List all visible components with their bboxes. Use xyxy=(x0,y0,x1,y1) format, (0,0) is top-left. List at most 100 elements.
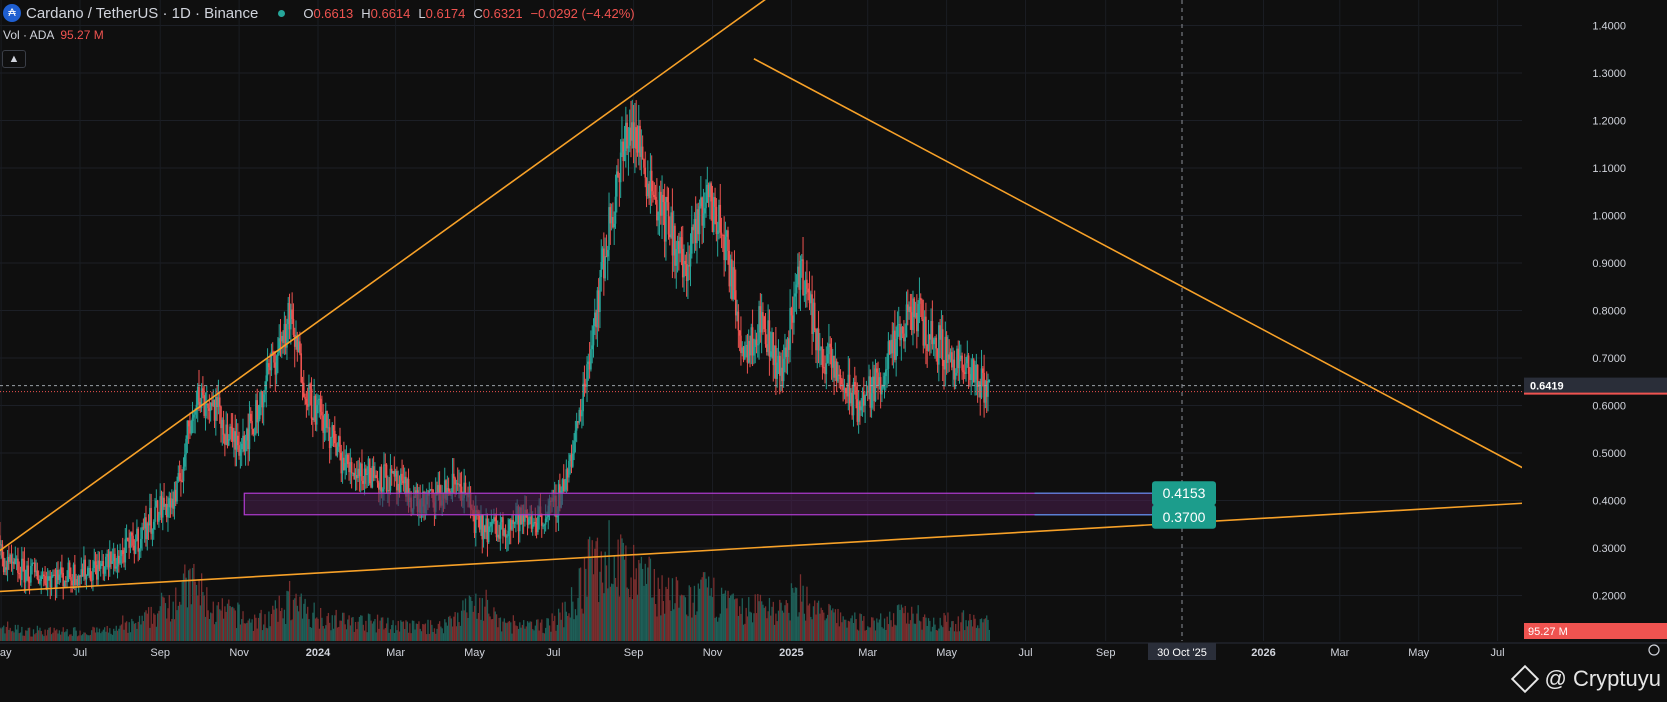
volume-bar xyxy=(810,616,812,641)
candle-body xyxy=(208,408,211,411)
candle-body xyxy=(30,566,32,583)
volume-bar xyxy=(848,621,851,641)
candle-body xyxy=(877,372,879,386)
volume-bar xyxy=(397,620,399,641)
candle-body xyxy=(750,327,753,356)
candle-body xyxy=(698,206,701,235)
candle-body xyxy=(277,352,279,357)
candle-body xyxy=(362,480,365,484)
candle-body xyxy=(948,354,950,360)
candle-body xyxy=(566,469,569,478)
candle-body xyxy=(204,405,207,416)
volume-bar xyxy=(273,609,275,641)
volume-bar xyxy=(842,616,844,641)
volume-bar xyxy=(933,617,935,641)
volume-bar xyxy=(852,622,855,641)
volume-bar xyxy=(288,580,291,641)
candle-body xyxy=(522,513,525,522)
volume-bar xyxy=(279,610,282,641)
candle-body xyxy=(161,497,164,518)
candle-body xyxy=(531,524,534,529)
volume-bar xyxy=(819,613,821,641)
candle-body xyxy=(445,480,447,500)
candle-body xyxy=(313,395,315,421)
candle-body xyxy=(93,561,96,569)
volume-bar xyxy=(145,610,147,641)
volume-bar xyxy=(731,594,733,641)
candle-body xyxy=(283,323,286,343)
volume-bar xyxy=(72,627,75,641)
ohlc-key: H xyxy=(361,5,371,21)
volume-bar xyxy=(892,613,895,641)
volume-bar xyxy=(438,621,441,641)
volume-bar xyxy=(299,596,301,641)
ohlc-value: 0.6614 xyxy=(370,5,411,21)
volume-bar xyxy=(605,565,608,641)
candle-body xyxy=(155,500,158,507)
volume-bar xyxy=(237,602,239,641)
candle-body xyxy=(67,562,70,582)
volume-bar xyxy=(146,613,148,641)
candle-body xyxy=(145,517,147,540)
candle-body xyxy=(799,260,802,290)
candle-body xyxy=(44,576,46,584)
volume-bar xyxy=(499,617,502,641)
candle-body xyxy=(473,516,476,533)
volume-bar xyxy=(305,613,308,641)
volume-bar xyxy=(450,618,452,641)
candle-body xyxy=(595,312,597,328)
volume-bar xyxy=(741,598,743,641)
volume-bar xyxy=(419,628,421,641)
volume-bar xyxy=(873,620,875,641)
volume-bar xyxy=(61,631,63,641)
candle-body xyxy=(321,411,323,416)
candle-body xyxy=(878,377,881,386)
candle-body xyxy=(793,296,795,323)
chevron-up-icon[interactable]: ▲ xyxy=(2,50,26,68)
volume-bar xyxy=(411,620,414,641)
volume-bar xyxy=(643,585,645,641)
candle-body xyxy=(967,355,970,374)
volume-bar xyxy=(36,625,39,641)
candle-body xyxy=(32,562,35,564)
candle-body xyxy=(542,525,544,527)
candle-body xyxy=(191,417,194,421)
volume-bar xyxy=(709,595,711,641)
candle-body xyxy=(150,507,152,534)
volume-bar xyxy=(208,618,211,641)
volume-bar xyxy=(861,620,864,641)
volume-bar xyxy=(303,603,305,641)
volume-bar xyxy=(128,622,130,641)
candle-body xyxy=(820,346,822,350)
volume-bar xyxy=(935,630,937,641)
candle-body xyxy=(352,472,354,474)
volume-bar xyxy=(102,629,104,641)
candle-body xyxy=(33,562,36,573)
volume-bar xyxy=(788,612,790,641)
candle-body xyxy=(242,435,244,444)
symbol-title[interactable]: Cardano / TetherUS · 1D · Binance xyxy=(26,4,259,22)
volume-value: 95.27 M xyxy=(60,28,104,42)
candle-body xyxy=(217,397,220,408)
volume-bar xyxy=(576,615,578,641)
volume-bar xyxy=(5,626,7,641)
volume-bar xyxy=(111,634,114,641)
volume-bar xyxy=(47,629,49,641)
candle-body xyxy=(669,234,671,238)
candle-body xyxy=(74,564,76,586)
volume-bar xyxy=(850,618,852,641)
candle-body xyxy=(456,483,459,485)
volume-bar xyxy=(552,621,555,641)
candle-body xyxy=(302,382,305,397)
candle-body xyxy=(819,349,821,351)
candle-body xyxy=(62,572,64,587)
candle-body xyxy=(367,458,370,475)
volume-bar xyxy=(228,599,230,641)
volume-bar xyxy=(295,593,297,641)
volume-bar xyxy=(446,625,449,641)
candle-body xyxy=(652,191,654,196)
volume-bar xyxy=(445,622,447,641)
volume-bar xyxy=(775,613,777,641)
time-tick-label: 2025 xyxy=(779,647,803,659)
